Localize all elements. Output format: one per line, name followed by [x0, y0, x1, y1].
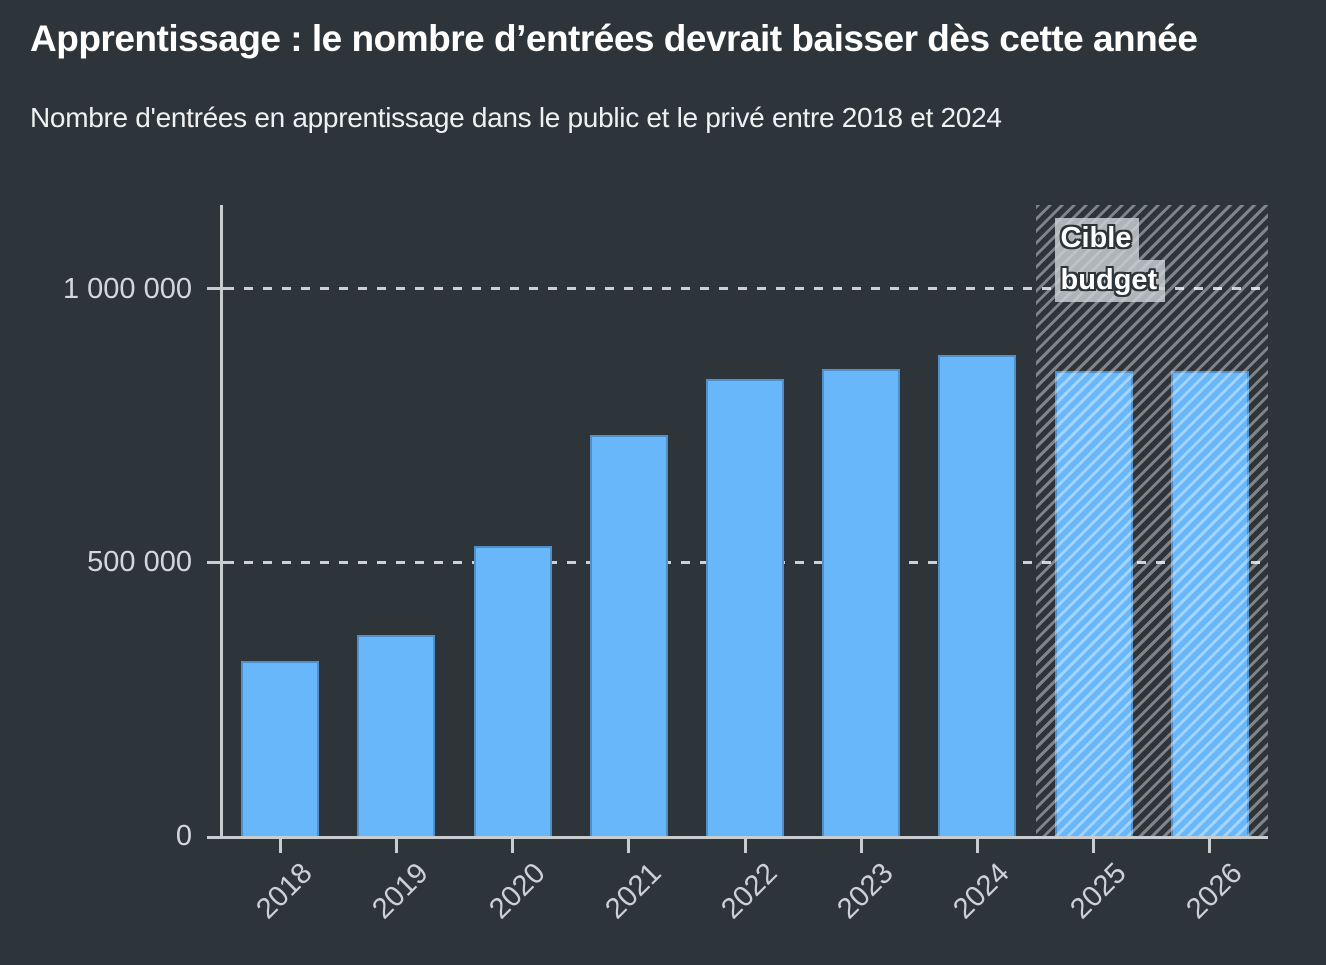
x-tick-2021: [627, 839, 631, 853]
bar-2019: [357, 635, 436, 836]
x-tick-label-2022: 2022: [715, 857, 784, 926]
x-tick-label-2023: 2023: [831, 857, 900, 926]
x-tick-2023: [859, 839, 863, 853]
y-tick-500000: [207, 560, 231, 564]
x-axis-line: [207, 836, 1268, 839]
bar-2020: [473, 545, 552, 836]
bar-2024: [938, 355, 1017, 836]
x-tick-label-2018: 2018: [250, 857, 319, 926]
chart-subtitle: Nombre d'entrées en apprentissage dans l…: [30, 102, 1002, 133]
y-tick-label-0: 0: [175, 820, 192, 852]
y-tick-label-500000: 500 000: [87, 546, 192, 579]
projection-hatch-region: [1035, 205, 1268, 836]
projection-label: Cible budget: [1054, 218, 1166, 302]
x-tick-label-2021: 2021: [599, 857, 668, 926]
x-tick-2018: [278, 839, 282, 853]
bar-2022: [706, 378, 784, 836]
x-tick-2025: [1092, 839, 1096, 853]
x-tick-2026: [1208, 839, 1212, 853]
x-tick-label-2024: 2024: [947, 857, 1017, 926]
x-tick-label-2026: 2026: [1180, 857, 1249, 926]
x-tick-2020: [511, 839, 515, 853]
y-tick-label-1000000: 1 000 000: [62, 272, 192, 305]
x-tick-2024: [975, 839, 979, 853]
projection-label-line: Cible: [1054, 218, 1140, 260]
bar-2026: [1170, 371, 1249, 836]
bar-2021: [589, 435, 668, 836]
y-tick-1000000: [207, 287, 231, 290]
x-tick-2019: [394, 839, 398, 853]
bar-2023: [822, 368, 901, 836]
y-axis-line: [220, 205, 223, 839]
chart-title: Apprentissage : le nombre d’entrées devr…: [30, 18, 1198, 59]
projection-label-line: budget: [1054, 260, 1166, 302]
x-tick-label-2020: 2020: [482, 857, 552, 926]
plot-area: 2018 2019 2020 2021 2022 2023 2024 2025 2026 Cibl…: [207, 205, 1268, 925]
x-tick-label-2025: 2025: [1064, 857, 1133, 926]
bar-2018: [241, 660, 320, 836]
bar-2025: [1054, 371, 1133, 836]
gridline-1000000: [225, 287, 1268, 290]
x-tick-2022: [743, 839, 747, 853]
x-tick-label-2019: 2019: [366, 857, 435, 926]
